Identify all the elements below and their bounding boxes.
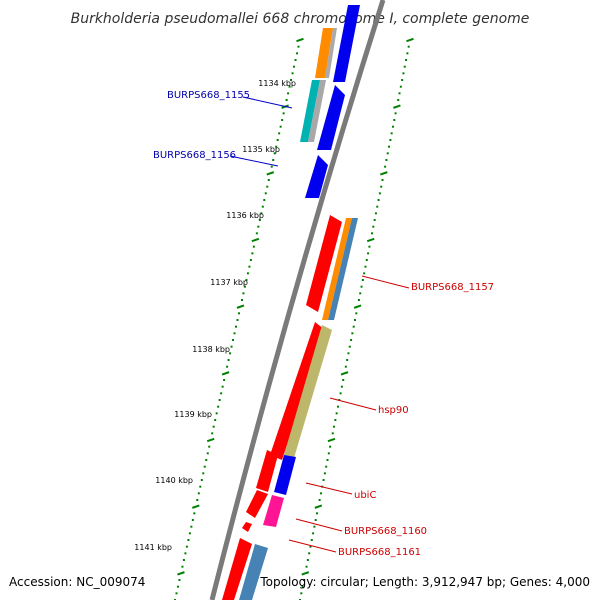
major-tick xyxy=(314,504,323,509)
gene-label-burps668-1157[interactable]: BURPS668_1157 xyxy=(411,282,494,293)
major-tick xyxy=(393,104,401,109)
outer-strand-genes xyxy=(239,5,360,600)
major-tick xyxy=(221,371,230,376)
inner-strand-genes xyxy=(222,28,342,600)
gene-label-burps668-1161[interactable]: BURPS668_1161 xyxy=(338,547,421,558)
gene-bar-red-hsp90 xyxy=(270,322,325,460)
kbp-labels: 1134 kbp 1135 kbp 1136 kbp 1137 kbp 1138… xyxy=(134,79,296,552)
gene-label-burps668-1156[interactable]: BURPS668_1156 xyxy=(153,150,236,161)
gene-label-ubic[interactable]: ubiC xyxy=(354,490,376,501)
major-tick xyxy=(366,237,375,243)
gene-bar-gray-top xyxy=(325,28,337,78)
major-tick xyxy=(406,37,414,43)
gene-bar-orange-top xyxy=(315,28,333,78)
gene-bar-red-ubic xyxy=(256,450,278,492)
gene-bar-blue-1156 xyxy=(305,155,328,198)
gene-bar-cyan-1155 xyxy=(300,80,320,142)
major-tick xyxy=(379,171,388,176)
gene-bar-orange-1157 xyxy=(322,218,352,320)
gene-bar-red-bottom xyxy=(222,538,252,600)
gene-bar-steel-1157 xyxy=(328,218,358,320)
chromosome-backbone xyxy=(209,0,386,600)
major-tick xyxy=(177,571,185,576)
leader-line xyxy=(288,539,337,553)
gene-bar-pink-1160 xyxy=(263,495,284,527)
gene-bar-blue-top xyxy=(333,5,360,82)
major-tick xyxy=(236,304,245,309)
gene-labels: BURPS668_1155 BURPS668_1156 BURPS668_115… xyxy=(153,90,494,558)
gene-bar-gray-1155 xyxy=(308,80,326,142)
gene-label-burps668-1160[interactable]: BURPS668_1160 xyxy=(344,526,427,537)
kbp-label: 1138 kbp xyxy=(192,345,230,354)
gene-bar-blue-ubic xyxy=(274,455,296,495)
leader-line xyxy=(229,155,279,167)
accession-text: Accession: NC_009074 xyxy=(9,575,145,589)
major-tick xyxy=(327,437,336,443)
major-tick xyxy=(353,304,362,309)
major-tick xyxy=(296,37,304,43)
kbp-label: 1141 kbp xyxy=(134,543,172,552)
gene-bar-steel-bottom xyxy=(239,544,268,600)
major-tick xyxy=(301,571,310,576)
major-tick xyxy=(206,437,215,443)
leader-line xyxy=(242,96,293,109)
map-title: Burkholderia pseudomallei 668 chromosome… xyxy=(71,11,530,27)
gene-label-hsp90[interactable]: hsp90 xyxy=(378,405,409,416)
gene-bar-red-1161 xyxy=(242,522,252,532)
kbp-label: 1134 kbp xyxy=(258,79,296,88)
leader-line xyxy=(305,482,353,495)
kbp-label: 1137 kbp xyxy=(210,278,248,287)
leader-line xyxy=(361,275,410,289)
topology-text: Topology: circular; Length: 3,912,947 bp… xyxy=(259,575,590,589)
kbp-label: 1139 kbp xyxy=(174,410,212,419)
major-tick xyxy=(340,371,349,376)
kbp-label: 1135 kbp xyxy=(242,145,280,154)
kbp-label: 1136 kbp xyxy=(226,211,264,220)
leader-line xyxy=(295,518,343,532)
gene-bar-red-1160 xyxy=(246,490,268,518)
major-tick xyxy=(266,171,275,176)
gene-label-leaders xyxy=(229,96,410,553)
major-tick xyxy=(251,237,260,243)
leader-line xyxy=(329,397,377,411)
gene-bar-khaki-hsp90 xyxy=(284,325,332,458)
gene-bar-blue-1155 xyxy=(317,85,345,150)
gene-label-burps668-1155[interactable]: BURPS668_1155 xyxy=(167,90,250,101)
position-ticks xyxy=(174,37,414,600)
kbp-label: 1140 kbp xyxy=(155,476,193,485)
major-tick xyxy=(192,504,200,509)
gene-bar-red-1157 xyxy=(306,215,342,312)
